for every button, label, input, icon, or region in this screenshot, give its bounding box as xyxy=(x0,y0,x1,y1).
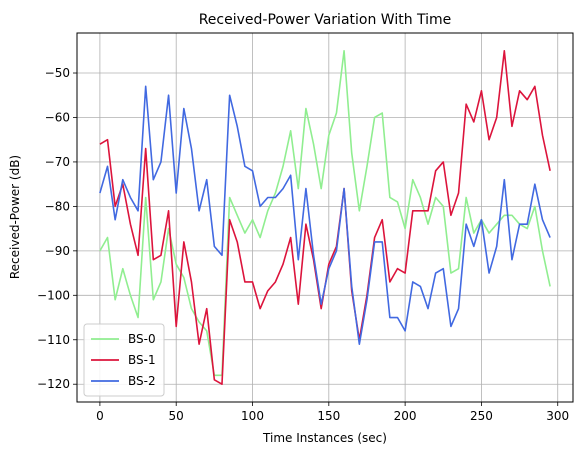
y-tick-label: −60 xyxy=(45,110,70,124)
y-tick-label: −50 xyxy=(45,66,70,80)
x-tick-label: 150 xyxy=(317,409,340,423)
y-tick-label: −90 xyxy=(45,244,70,258)
plot-frame xyxy=(76,32,574,403)
y-axis-label: Received-Power (dB) xyxy=(8,155,22,279)
x-axis: 0 50 100 150 200 250 300 xyxy=(96,402,569,423)
y-tick-label: −100 xyxy=(37,288,70,302)
y-tick-label: −110 xyxy=(37,333,70,347)
y-tick-label: −70 xyxy=(45,155,70,169)
x-tick-label: 0 xyxy=(96,409,104,423)
x-tick-label: 50 xyxy=(169,409,184,423)
legend-label-bs-0: BS-0 xyxy=(128,332,156,346)
legend-box xyxy=(83,323,165,397)
x-tick-label: 250 xyxy=(470,409,493,423)
y-tick-label: −80 xyxy=(45,199,70,213)
series-layer xyxy=(99,49,551,386)
x-tick-label: 300 xyxy=(546,409,569,423)
series-line-bs-2 xyxy=(99,85,551,346)
y-axis: −120 −110 −100 −90 −80 −70 −60 −50 xyxy=(37,66,77,391)
x-tick-label: 100 xyxy=(241,409,264,423)
legend: BS-0 BS-1 BS-2 xyxy=(83,323,165,397)
y-tick-label: −120 xyxy=(37,377,70,391)
legend-label-bs-2: BS-2 xyxy=(128,374,156,388)
chart-title: Received-Power Variation With Time xyxy=(199,12,452,28)
legend-label-bs-1: BS-1 xyxy=(128,353,156,367)
series-line-bs-0 xyxy=(99,49,551,377)
x-axis-label: Time Instances (sec) xyxy=(262,431,387,445)
x-tick-label: 200 xyxy=(394,409,417,423)
